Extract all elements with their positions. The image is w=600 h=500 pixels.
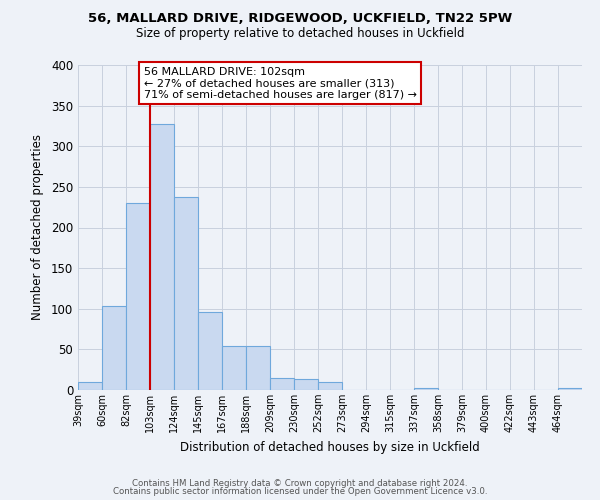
Y-axis label: Number of detached properties: Number of detached properties [31,134,44,320]
Bar [558,388,582,390]
Bar [270,378,294,390]
Bar [294,378,318,390]
Bar [126,203,150,390]
X-axis label: Distribution of detached houses by size in Uckfield: Distribution of detached houses by size … [180,440,480,454]
Bar [198,312,222,390]
Bar [150,124,174,390]
Bar [78,382,102,390]
Text: 56, MALLARD DRIVE, RIDGEWOOD, UCKFIELD, TN22 5PW: 56, MALLARD DRIVE, RIDGEWOOD, UCKFIELD, … [88,12,512,26]
Bar [102,306,126,390]
Bar [414,388,438,390]
Text: Contains public sector information licensed under the Open Government Licence v3: Contains public sector information licen… [113,487,487,496]
Bar [246,346,270,390]
Text: Size of property relative to detached houses in Uckfield: Size of property relative to detached ho… [136,28,464,40]
Text: 56 MALLARD DRIVE: 102sqm
← 27% of detached houses are smaller (313)
71% of semi-: 56 MALLARD DRIVE: 102sqm ← 27% of detach… [143,66,416,100]
Text: Contains HM Land Registry data © Crown copyright and database right 2024.: Contains HM Land Registry data © Crown c… [132,478,468,488]
Bar [318,382,342,390]
Bar [222,346,246,390]
Bar [174,196,198,390]
